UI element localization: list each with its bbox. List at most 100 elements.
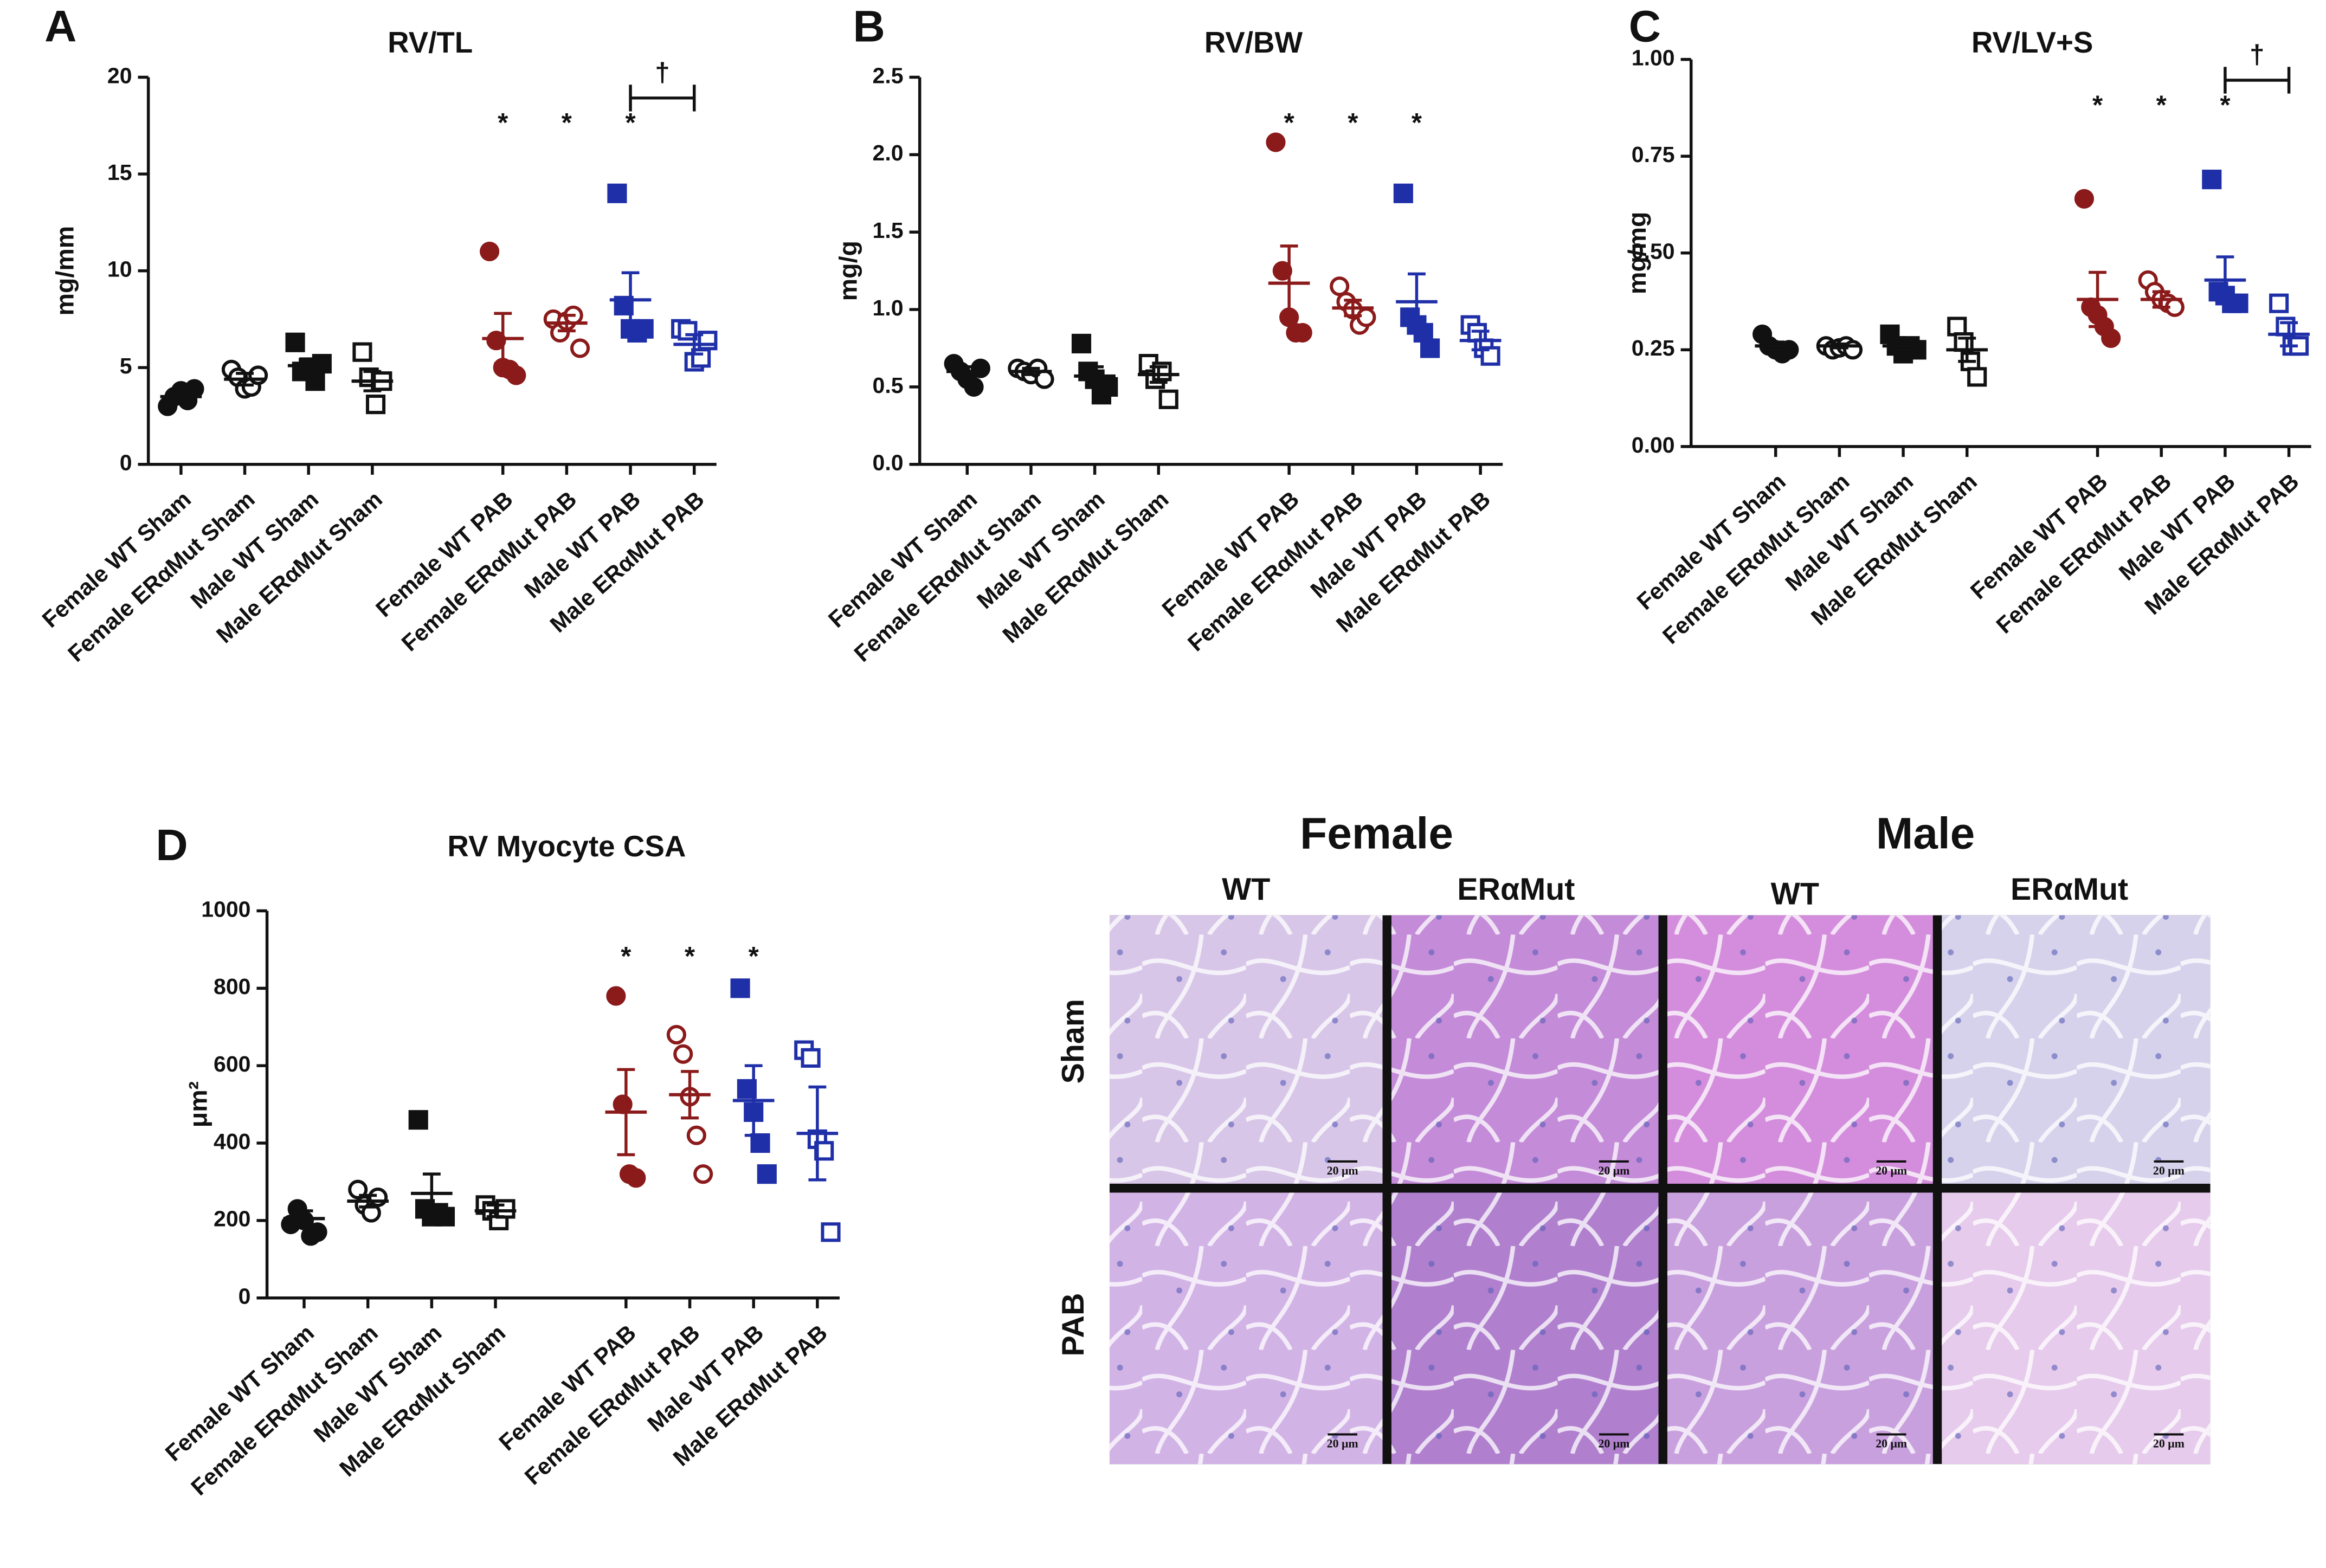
column-header: ERαMut — [1457, 872, 1575, 907]
significance-mark: * — [749, 941, 759, 971]
data-point — [248, 365, 268, 385]
y-tick-label: 2.0 — [873, 140, 904, 165]
data-point — [435, 1206, 455, 1227]
y-tick-label: 0 — [120, 450, 132, 475]
data-point — [964, 377, 984, 397]
y-tick-label: 15 — [107, 160, 132, 185]
chart-title: RV/LV+S — [1971, 25, 2093, 59]
data-point — [495, 1199, 516, 1219]
y-tick-label: 0.0 — [873, 450, 904, 475]
scale-label: 20 μm — [1598, 1164, 1629, 1177]
data-point — [607, 183, 627, 203]
chart-title: RV/BW — [1204, 25, 1303, 59]
data-point — [821, 1222, 841, 1242]
y-tick-label: 1.00 — [1632, 46, 1675, 70]
y-tick-label: 0.25 — [1632, 335, 1675, 360]
group-header: Female — [1300, 809, 1453, 858]
data-point — [285, 332, 305, 352]
data-point — [2074, 189, 2094, 209]
data-point — [606, 986, 626, 1006]
significance-mark: * — [2092, 90, 2103, 120]
significance-mark: * — [625, 108, 636, 138]
y-tick-label: 5 — [120, 353, 132, 378]
y-tick-label: 800 — [214, 974, 250, 999]
y-tick-label: 600 — [214, 1051, 250, 1076]
data-point — [348, 1179, 368, 1199]
data-point — [1071, 333, 1092, 353]
significance-mark: * — [621, 941, 632, 971]
dagger-mark: † — [655, 57, 669, 87]
significance-mark: * — [1284, 108, 1295, 138]
data-point — [666, 1024, 686, 1045]
y-tick-label: 200 — [214, 1206, 250, 1231]
panel-letter: B — [853, 2, 885, 51]
data-point — [693, 1164, 713, 1184]
y-tick-label: 2.5 — [873, 63, 904, 88]
data-point — [1266, 132, 1286, 152]
column-header: WT — [1222, 872, 1270, 907]
y-tick-label: 1.0 — [873, 295, 904, 320]
data-point — [2202, 170, 2222, 190]
data-point — [480, 241, 500, 261]
data-point — [757, 1164, 777, 1184]
data-point — [1356, 307, 1376, 327]
data-point — [634, 319, 654, 339]
significance-mark: * — [1412, 108, 1422, 138]
data-point — [801, 1048, 821, 1068]
y-tick-label: 0 — [239, 1284, 251, 1309]
data-point — [1954, 332, 1974, 352]
data-point — [750, 1133, 770, 1153]
y-tick-label: 400 — [214, 1129, 250, 1154]
panel: D RV Myocyte CSAμm²02004006008001000Femal… — [156, 821, 841, 1500]
tissue-texture — [1109, 1192, 1383, 1464]
y-axis-label: mg/mg — [1623, 212, 1651, 294]
data-point — [1098, 377, 1118, 397]
tissue-texture — [1942, 915, 2211, 1184]
data-point — [2101, 328, 2121, 348]
scale-label: 20 μm — [1327, 1437, 1358, 1450]
significance-mark: * — [2220, 90, 2231, 120]
y-tick-label: 0.5 — [873, 373, 904, 398]
significance-mark: * — [1348, 108, 1358, 138]
significance-mark: * — [2156, 90, 2167, 120]
row-header: Sham — [1056, 999, 1091, 1083]
y-axis-label: mg/g — [834, 241, 862, 301]
tissue-texture — [1667, 915, 1933, 1184]
data-point — [613, 1094, 633, 1114]
panel: C RV/LV+Smg/mg0.000.250.500.751.00Female … — [1623, 2, 2311, 649]
y-axis-label: μm² — [184, 1081, 212, 1127]
data-point — [352, 342, 372, 362]
column-header: WT — [1771, 876, 1819, 911]
row-header: PAB — [1056, 1293, 1091, 1356]
significance-mark: * — [562, 108, 572, 138]
data-point — [1420, 338, 1440, 358]
data-point — [1330, 276, 1350, 296]
column-header: ERαMut — [2011, 872, 2128, 907]
dagger-mark: † — [2250, 40, 2264, 69]
data-point — [1158, 389, 1178, 409]
panel-letter: C — [1629, 2, 1661, 51]
data-point — [730, 978, 750, 998]
tissue-texture — [1667, 1192, 1933, 1464]
scale-label: 20 μm — [1327, 1164, 1358, 1177]
scale-label: 20 μm — [2153, 1164, 2185, 1177]
data-point — [184, 379, 204, 399]
y-tick-label: 1.5 — [873, 218, 904, 243]
data-point — [686, 1125, 706, 1145]
data-point — [678, 321, 698, 341]
y-tick-label: 0.00 — [1632, 433, 1675, 457]
scale-label: 20 μm — [2153, 1437, 2185, 1450]
tissue-texture — [1942, 1192, 2211, 1464]
y-tick-label: 20 — [107, 63, 132, 88]
group-header: Male — [1876, 809, 1975, 858]
data-point — [408, 1110, 428, 1130]
data-point — [673, 1044, 693, 1064]
data-point — [1967, 367, 1987, 387]
y-tick-label: 10 — [107, 256, 132, 281]
y-tick-label: 0.50 — [1632, 239, 1675, 264]
tissue-texture — [1109, 915, 1383, 1184]
chart-title: RV Myocyte CSA — [447, 829, 686, 863]
